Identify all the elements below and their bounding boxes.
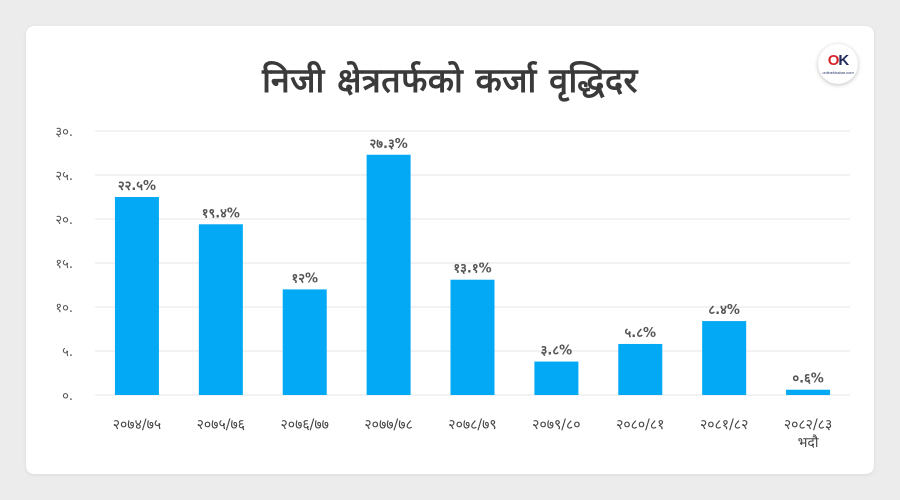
data-label: २७.३% [369, 137, 407, 152]
bar [702, 321, 747, 395]
bar [282, 289, 327, 395]
x-tick-label: २०८१/८२ [700, 417, 748, 433]
x-tick-label: २०७७/७८ [364, 417, 412, 433]
onlinekhabar-logo: OK onlinekhabar.com [818, 44, 858, 84]
bar [198, 224, 243, 395]
x-tick-label: २०८२/८३ [784, 417, 832, 433]
bar [450, 279, 495, 395]
data-label: ०.६% [792, 372, 823, 387]
y-tick-label: १५. [55, 257, 73, 272]
bar [534, 361, 579, 395]
logo-mark: OK [818, 52, 858, 69]
bar [786, 389, 831, 395]
chart-card: निजी क्षेत्रतर्फको कर्जा वृद्धिदर OK onl… [26, 26, 874, 474]
data-label: १९.४% [202, 206, 240, 221]
x-tick-label: २०७६/७७ [281, 417, 329, 433]
y-tick-label: ०. [62, 389, 73, 404]
logo-mark-o: O [827, 52, 840, 69]
y-tick-label: ५. [62, 345, 73, 360]
bar [618, 343, 663, 395]
y-tick-label: ३०. [55, 125, 73, 140]
logo-subtext: onlinekhabar.com [822, 70, 854, 75]
data-label: १२% [291, 271, 318, 286]
chart-title: निजी क्षेत्रतर्फको कर्जा वृद्धिदर [262, 61, 638, 101]
x-tick-label: २०७९/८० [532, 417, 580, 433]
data-label: ३.८% [541, 344, 572, 359]
x-tick-label: २०८०/८१ [616, 417, 664, 433]
x-tick-label: २०७४/७५ [113, 417, 161, 433]
y-tick-label: १०. [55, 301, 73, 316]
x-tick-label: २०७५/७६ [197, 417, 245, 433]
logo-mark-k: K [838, 52, 849, 69]
data-label: १३.१% [453, 262, 491, 277]
data-label: ८.४% [708, 303, 739, 318]
x-tick-label: २०७८/७९ [448, 417, 496, 433]
bar [366, 154, 411, 395]
bar [114, 197, 159, 395]
data-label: २२.५% [118, 179, 156, 194]
x-tick-label: भदौ [798, 434, 819, 451]
data-label: ५.८% [625, 326, 656, 341]
y-tick-label: २०. [55, 213, 73, 228]
y-tick-label: २५. [55, 169, 73, 184]
